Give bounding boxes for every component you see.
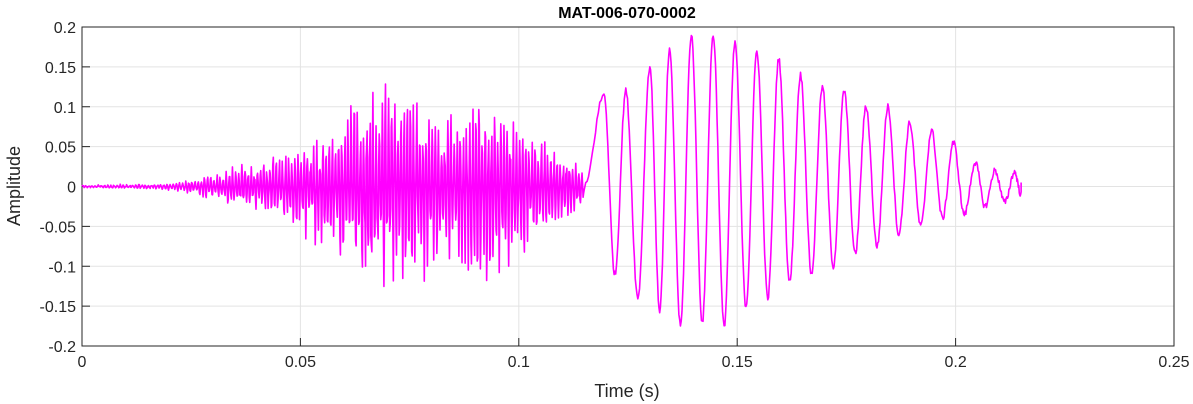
x-tick-label: 0.15 — [722, 354, 753, 371]
y-tick-label: -0.05 — [40, 219, 77, 236]
x-tick-label: 0.1 — [508, 354, 530, 371]
y-tick-label: -0.15 — [40, 299, 77, 316]
x-tick-label: 0.05 — [285, 354, 316, 371]
y-tick-label: 0.1 — [54, 100, 76, 117]
signal-series-line — [81, 34, 1022, 327]
chart-title: MAT-006-070-0002 — [558, 5, 696, 22]
y-tick-label: 0.05 — [45, 140, 76, 157]
y-tick-label: 0 — [67, 180, 76, 197]
x-axis-label: Time (s) — [594, 381, 659, 401]
y-tick-label: -0.1 — [48, 259, 76, 276]
axis-ticks: 0 0.05 0.1 0.15 0.2 0.25 0.2 0.15 0.1 0.05 0 -0.05 -… — [40, 20, 1190, 371]
x-tick-label: 0.25 — [1158, 354, 1189, 371]
y-axis-label: Amplitude — [4, 146, 24, 226]
x-tick-label: 0 — [78, 354, 87, 371]
y-tick-label: 0.15 — [45, 60, 76, 77]
y-tick-label: 0.2 — [54, 20, 76, 37]
y-tick-label: -0.2 — [48, 339, 76, 356]
x-tick-label: 0.2 — [944, 354, 966, 371]
